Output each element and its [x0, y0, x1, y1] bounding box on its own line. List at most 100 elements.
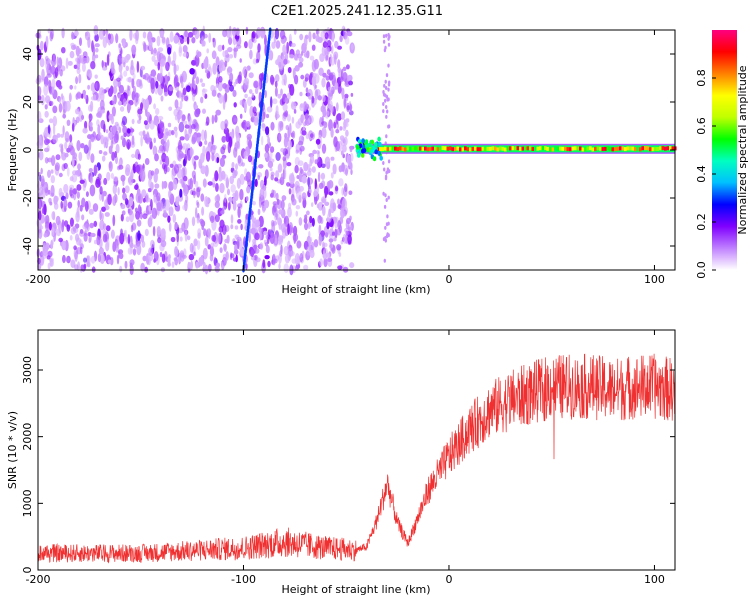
- noise-cell: [40, 167, 43, 175]
- noise-cell: [71, 31, 75, 40]
- noise-cell: [98, 29, 105, 40]
- noise-cell: [283, 58, 288, 65]
- noise-cell: [207, 64, 211, 71]
- noise-cell: [107, 33, 111, 40]
- noise-cell: [265, 126, 270, 135]
- noise-cell: [62, 108, 66, 119]
- snr-y-tick-label: 2000: [21, 423, 34, 451]
- carrier-cell: [626, 146, 630, 151]
- faint-cell: [382, 191, 385, 196]
- carrier-cell: [559, 146, 562, 151]
- noise-cell: [332, 163, 337, 175]
- noise-cell: [270, 121, 275, 131]
- carrier-cell: [529, 146, 532, 151]
- noise-cell: [311, 202, 314, 208]
- noise-cell: [235, 44, 242, 49]
- faint-cell: [387, 97, 390, 102]
- noise-cell: [263, 230, 268, 236]
- noise-cell: [229, 252, 233, 261]
- noise-cell: [130, 224, 134, 233]
- noise-cell: [169, 31, 174, 43]
- noise-cell: [63, 198, 68, 209]
- noise-cell: [136, 243, 142, 256]
- noise-cell: [262, 259, 266, 269]
- noise-cell: [275, 152, 281, 161]
- noise-cell: [139, 79, 143, 87]
- noise-cell: [232, 196, 236, 204]
- noise-cell: [49, 201, 53, 206]
- faint-cell: [383, 83, 386, 88]
- noise-cell: [62, 254, 66, 264]
- noise-cell: [116, 77, 121, 82]
- noise-cell: [97, 253, 101, 263]
- noise-cell: [274, 74, 280, 83]
- noise-cell: [189, 148, 194, 156]
- noise-cell: [151, 55, 156, 62]
- noise-cell: [104, 136, 110, 143]
- noise-cell: [286, 182, 291, 187]
- noise-cell: [87, 134, 92, 140]
- noise-cell: [310, 133, 314, 139]
- carrier-cell: [359, 147, 362, 152]
- noise-cell: [88, 104, 92, 112]
- noise-cell: [309, 249, 315, 259]
- noise-cell: [51, 226, 55, 237]
- noise-cell: [254, 178, 258, 188]
- noise-cell: [248, 38, 253, 50]
- noise-cell: [165, 74, 168, 86]
- noise-cell: [46, 133, 50, 138]
- noise-cell: [225, 251, 229, 261]
- noise-cell: [202, 88, 206, 97]
- noise-cell: [298, 171, 303, 182]
- noise-cell: [123, 62, 126, 68]
- noise-cell: [78, 73, 82, 84]
- noise-cell: [103, 151, 108, 156]
- noise-cell: [270, 174, 274, 181]
- faint-cell: [383, 204, 387, 209]
- noise-cell: [200, 165, 206, 175]
- noise-cell: [94, 43, 100, 48]
- carrier-cell: [571, 146, 575, 151]
- noise-cell: [214, 114, 218, 123]
- noise-cell: [78, 110, 84, 122]
- noise-cell: [67, 60, 73, 66]
- noise-cell: [72, 170, 78, 176]
- noise-cell: [54, 162, 61, 172]
- noise-cell: [272, 98, 278, 105]
- faint-cell: [387, 195, 390, 200]
- carrier-cell: [399, 146, 402, 151]
- noise-cell: [346, 64, 350, 70]
- noise-cell: [245, 213, 249, 220]
- noise-cell: [182, 180, 186, 193]
- noise-cell: [66, 224, 71, 232]
- carrier-cell: [489, 146, 492, 151]
- noise-cell: [179, 136, 185, 141]
- spectrogram-y-tick-label: 20: [21, 95, 34, 109]
- noise-cell: [195, 76, 200, 85]
- noise-cell: [207, 244, 212, 250]
- noise-cell: [239, 113, 243, 119]
- noise-cell: [295, 210, 299, 217]
- noise-cell: [202, 108, 206, 114]
- noise-cell: [350, 43, 354, 51]
- noise-cell: [51, 78, 56, 90]
- noise-cell: [65, 100, 71, 112]
- noise-cell: [308, 230, 311, 239]
- noise-cell: [138, 114, 142, 121]
- noise-cell: [72, 147, 76, 160]
- snr-x-label: Height of straight line (km): [281, 583, 430, 596]
- noise-cell: [229, 84, 235, 92]
- noise-cell: [219, 59, 224, 66]
- noise-cell: [215, 182, 219, 192]
- onset-cell: [374, 149, 379, 155]
- noise-cell: [192, 93, 195, 102]
- noise-cell: [131, 44, 137, 55]
- noise-cell: [106, 238, 110, 248]
- noise-cell: [132, 248, 137, 256]
- noise-cell: [169, 163, 174, 168]
- carrier-cell: [481, 146, 485, 151]
- carrier-cell: [659, 146, 662, 151]
- noise-cell: [74, 264, 79, 270]
- noise-cell: [309, 55, 315, 61]
- carrier-cell: [619, 146, 622, 151]
